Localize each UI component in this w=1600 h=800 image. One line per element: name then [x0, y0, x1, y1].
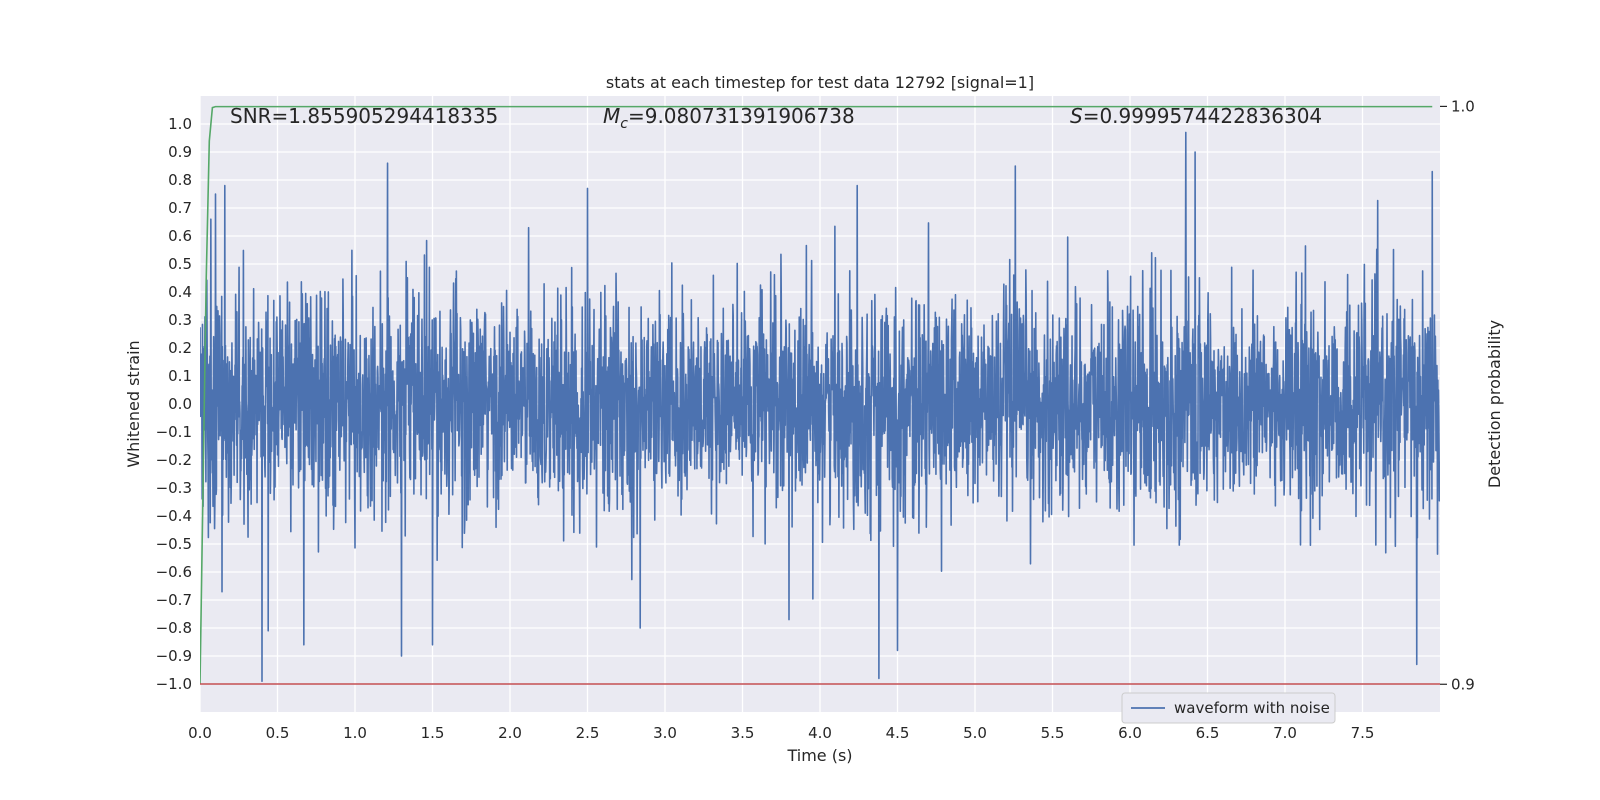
y2-axis-label: Detection probability	[1485, 320, 1504, 488]
x-axis-label: Time (s)	[786, 746, 852, 765]
y-tick-label: −0.1	[156, 423, 192, 441]
x-tick-label: 0.0	[188, 724, 212, 742]
y-tick-label: −0.3	[156, 479, 192, 497]
legend-label: waveform with noise	[1174, 699, 1330, 717]
y-tick-label: −0.4	[156, 507, 192, 525]
y-tick-label: 0.8	[168, 171, 192, 189]
x-tick-label: 2.0	[498, 724, 522, 742]
y-axis-label: Whitened strain	[124, 340, 143, 467]
y-tick-label: −0.9	[156, 647, 192, 665]
y-tick-label: −0.7	[156, 591, 192, 609]
y-tick-label: 0.6	[168, 227, 192, 245]
legend-box	[1121, 692, 1336, 724]
x-axis: 0.0 0.5 1.0 1.5 2.0 2.5 3.0 3.5 4.0 4.5 5.0 5.5 6.0 6…	[188, 724, 1374, 742]
x-tick-label: 4.5	[886, 724, 910, 742]
y-tick-label: −0.5	[156, 535, 192, 553]
x-tick-label: 6.5	[1196, 724, 1220, 742]
x-tick-label: 4.0	[808, 724, 832, 742]
y-tick-label: 0.3	[168, 311, 192, 329]
series-layer	[200, 105, 1440, 685]
x-tick-label: 1.5	[421, 724, 445, 742]
y-tick-label: 0.0	[168, 395, 192, 413]
x-tick-label: 0.5	[266, 724, 290, 742]
y-tick-label: −0.2	[156, 451, 192, 469]
legend: waveform with noise	[1121, 692, 1336, 724]
y-tick-label: 0.9	[168, 143, 192, 161]
chirp-mass-annotation: Mc=9.080731391906738	[603, 104, 855, 132]
y-axis: 1.0 0.9 0.8 0.7 0.6 0.5 0.4 0.3 0.2 0.1 0.0 −0.1 −0.…	[156, 115, 192, 693]
x-tick-label: 5.5	[1041, 724, 1065, 742]
y2-tick-label: 0.9	[1451, 675, 1475, 693]
x-tick-label: 2.5	[576, 724, 600, 742]
series-probability-line	[200, 105, 1433, 685]
y-tick-label: −1.0	[156, 675, 192, 693]
y-tick-label: 0.1	[168, 367, 192, 385]
score-annotation: S=0.9999574422836304	[1070, 104, 1322, 128]
y-tick-label: −0.6	[156, 563, 192, 581]
y-tick-label: 0.4	[168, 283, 192, 301]
x-tick-label: 7.0	[1273, 724, 1297, 742]
snr-annotation: SNR=1.855905294418335	[230, 104, 498, 128]
x-tick-label: 5.0	[963, 724, 987, 742]
y-tick-label: 0.7	[168, 199, 192, 217]
series-waveform-line	[200, 131, 1440, 682]
y-tick-label: 0.5	[168, 255, 192, 273]
y-tick-label: 1.0	[168, 115, 192, 133]
y2-tick-label: 1.0	[1451, 97, 1475, 115]
x-tick-label: 1.0	[343, 724, 367, 742]
annotations: SNR=1.855905294418335 Mc=9.08073139190673…	[230, 104, 1322, 132]
x-tick-label: 3.5	[731, 724, 755, 742]
y-tick-label: −0.8	[156, 619, 192, 637]
x-tick-label: 6.0	[1118, 724, 1142, 742]
chart-title: stats at each timestep for test data 127…	[606, 73, 1034, 92]
x-tick-label: 3.0	[653, 724, 677, 742]
y2-axis: 1.0 0.9	[1440, 97, 1475, 693]
x-tick-label: 7.5	[1351, 724, 1375, 742]
y-tick-label: 0.2	[168, 339, 192, 357]
